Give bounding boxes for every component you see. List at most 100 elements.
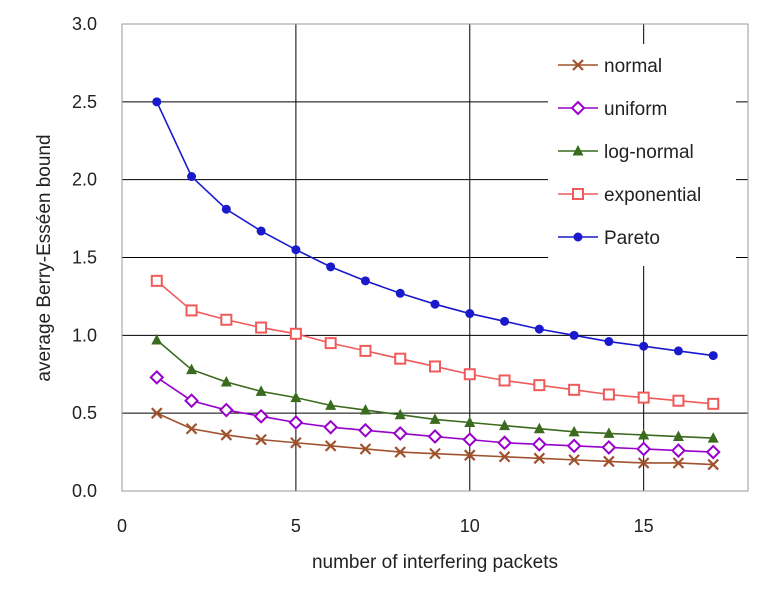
data-point bbox=[707, 458, 719, 471]
series-log-normal bbox=[151, 334, 719, 443]
data-point bbox=[323, 419, 339, 435]
data-point bbox=[255, 321, 268, 334]
data-point bbox=[601, 439, 617, 455]
legend-item-uniform: uniform bbox=[558, 99, 667, 120]
y-tick-labels: 0.0 0.5 1.0 1.5 2.0 2.5 3.0 bbox=[72, 14, 97, 501]
data-point bbox=[498, 450, 511, 463]
data-point bbox=[392, 425, 408, 441]
legend-item-exponential: exponential bbox=[558, 185, 701, 206]
data-point bbox=[150, 274, 163, 287]
series-layer bbox=[149, 97, 721, 471]
data-point bbox=[707, 397, 720, 410]
data-point bbox=[394, 352, 407, 365]
series-Pareto bbox=[152, 97, 718, 361]
data-point bbox=[151, 334, 163, 345]
data-point bbox=[326, 262, 336, 272]
y-tick-label: 1.5 bbox=[72, 248, 97, 268]
legend-item-Pareto: Pareto bbox=[558, 228, 660, 249]
x-axis-label: number of interfering packets bbox=[312, 552, 558, 573]
data-point bbox=[464, 416, 476, 428]
data-point bbox=[359, 443, 372, 455]
data-point bbox=[463, 368, 476, 381]
data-point bbox=[220, 376, 232, 387]
data-point bbox=[359, 404, 371, 415]
data-point bbox=[185, 422, 198, 435]
data-point bbox=[639, 341, 649, 351]
data-point bbox=[568, 383, 581, 396]
data-point bbox=[705, 444, 721, 460]
data-point bbox=[290, 436, 302, 449]
data-point bbox=[429, 413, 441, 424]
data-point bbox=[359, 344, 372, 357]
legend-label: normal bbox=[604, 56, 662, 77]
data-point bbox=[255, 433, 267, 446]
data-point bbox=[637, 457, 650, 469]
data-point bbox=[498, 374, 511, 387]
data-point bbox=[255, 385, 267, 396]
series-exponential bbox=[150, 274, 720, 410]
data-point bbox=[672, 394, 685, 407]
data-point bbox=[152, 97, 162, 107]
data-point bbox=[497, 435, 512, 451]
legend: normal uniform log-normal exponential Pareto bbox=[548, 44, 736, 266]
data-point bbox=[221, 204, 231, 214]
data-point bbox=[568, 454, 580, 466]
data-point bbox=[465, 309, 475, 319]
data-point bbox=[569, 330, 579, 340]
data-point bbox=[534, 324, 544, 334]
legend-label: uniform bbox=[604, 99, 667, 120]
data-point bbox=[149, 369, 165, 385]
series-uniform bbox=[149, 369, 721, 460]
data-point bbox=[184, 393, 199, 409]
legend-marker bbox=[573, 232, 583, 242]
data-point bbox=[289, 327, 302, 340]
data-point bbox=[637, 391, 650, 404]
data-point bbox=[708, 351, 718, 361]
x-tick-label: 10 bbox=[460, 516, 480, 536]
data-point bbox=[566, 438, 582, 454]
x-tick-label: 0 bbox=[117, 516, 127, 536]
data-point bbox=[464, 449, 476, 461]
data-point bbox=[533, 379, 546, 392]
y-tick-label: 3.0 bbox=[72, 14, 97, 34]
data-point bbox=[256, 226, 266, 236]
legend-marker bbox=[572, 59, 584, 71]
data-point bbox=[360, 276, 370, 286]
legend-label: exponential bbox=[604, 185, 701, 206]
y-tick-label: 2.5 bbox=[72, 92, 97, 112]
data-point bbox=[671, 443, 686, 458]
data-point bbox=[325, 399, 337, 410]
data-point bbox=[395, 288, 405, 298]
data-point bbox=[604, 337, 614, 347]
data-point bbox=[462, 432, 478, 448]
data-point bbox=[636, 441, 652, 457]
data-point bbox=[429, 360, 441, 373]
data-point bbox=[394, 446, 406, 458]
data-point bbox=[533, 452, 546, 465]
data-point bbox=[672, 430, 684, 442]
y-tick-label: 0.0 bbox=[72, 481, 97, 501]
data-point bbox=[253, 408, 269, 424]
y-tick-label: 2.0 bbox=[72, 170, 97, 190]
data-point bbox=[358, 422, 373, 438]
data-point bbox=[531, 436, 547, 452]
data-point bbox=[638, 428, 650, 440]
data-point bbox=[218, 402, 234, 418]
data-point bbox=[673, 346, 683, 356]
series-normal bbox=[151, 407, 719, 471]
data-point bbox=[220, 429, 233, 441]
data-point bbox=[568, 425, 580, 437]
y-tick-label: 1.0 bbox=[72, 325, 97, 345]
y-axis-label: average Berry-Esséen bound bbox=[34, 134, 55, 381]
data-point bbox=[603, 455, 615, 468]
data-point bbox=[500, 316, 510, 326]
legend-item-log-normal: log-normal bbox=[558, 142, 694, 163]
data-point bbox=[672, 457, 685, 469]
x-tick-label: 5 bbox=[291, 516, 301, 536]
data-point bbox=[186, 363, 198, 375]
data-point bbox=[707, 432, 719, 443]
plot-area-border bbox=[121, 23, 749, 492]
data-point bbox=[533, 422, 545, 434]
x-tick-label: 15 bbox=[634, 516, 654, 536]
